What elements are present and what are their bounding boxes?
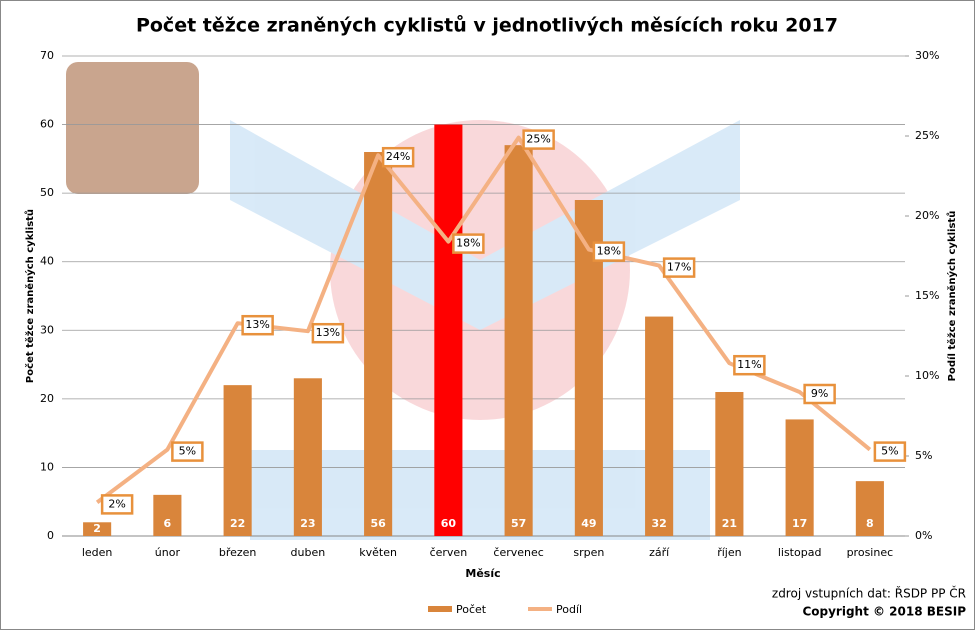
x-tick-label: červen xyxy=(430,546,468,559)
value-label: 13% xyxy=(245,318,269,331)
photo xyxy=(66,62,199,194)
y-tick-label: 30 xyxy=(40,323,54,336)
y2-tick-label: 10% xyxy=(915,369,939,382)
value-label-box xyxy=(662,257,696,278)
copyright: Copyright © 2018 BESIP xyxy=(802,605,966,619)
y-tick-label: 60 xyxy=(40,118,54,131)
value-label-box xyxy=(873,441,907,462)
bar-label: 2 xyxy=(93,522,101,535)
value-label: 2% xyxy=(108,497,125,510)
x-tick-label: leden xyxy=(82,546,113,559)
y2-tick-label: 0% xyxy=(915,529,932,542)
value-label: 11% xyxy=(737,358,761,371)
x-tick-label: listopad xyxy=(778,546,822,559)
bar xyxy=(153,494,182,536)
bar xyxy=(293,378,322,536)
x-tick-label: srpen xyxy=(573,546,604,559)
bar-label: 17 xyxy=(792,517,807,530)
bar xyxy=(223,385,252,536)
bar xyxy=(434,124,463,537)
y-tick-label: 20 xyxy=(40,392,54,405)
x-tick-label: květen xyxy=(359,546,397,559)
y2-tick-label: 25% xyxy=(915,129,939,142)
x-tick-label: září xyxy=(649,546,670,559)
bar xyxy=(83,522,112,536)
value-label-box xyxy=(381,146,415,168)
value-label-box xyxy=(241,314,274,336)
x-axis-label: Měsíc xyxy=(465,567,500,580)
bar-label: 49 xyxy=(581,517,596,530)
value-label-box xyxy=(452,233,485,254)
x-tick-label: únor xyxy=(155,546,181,559)
value-label-box xyxy=(733,354,766,376)
bar-label: 57 xyxy=(511,517,526,530)
value-label: 24% xyxy=(386,150,410,163)
value-label: 5% xyxy=(179,445,196,458)
bar xyxy=(785,419,814,536)
bar-label: 60 xyxy=(441,517,457,530)
y2-tick-label: 20% xyxy=(915,209,939,222)
y2-axis-label: Podíl těžce zraněných cyklistů xyxy=(945,211,958,382)
value-label: 25% xyxy=(526,133,550,146)
value-label: 9% xyxy=(811,387,828,400)
value-label-box xyxy=(592,241,626,262)
bar xyxy=(364,152,393,536)
y2-tick-label: 15% xyxy=(915,289,939,302)
value-label-box xyxy=(100,494,134,515)
value-label: 5% xyxy=(881,445,898,458)
bar-label: 8 xyxy=(866,517,874,530)
y-tick-label: 10 xyxy=(40,460,54,473)
legend-label: Počet xyxy=(456,603,487,616)
y-tick-label: 50 xyxy=(40,186,54,199)
value-label-box xyxy=(522,129,555,150)
bar-label: 56 xyxy=(370,517,386,530)
bar-label: 32 xyxy=(651,517,666,530)
legend-label: Podíl xyxy=(556,603,582,616)
y-tick-label: 0 xyxy=(47,529,54,542)
value-label-box xyxy=(171,441,204,462)
bar-label: 23 xyxy=(300,517,315,530)
source: zdroj vstupních dat: ŘSDP PP ČR xyxy=(772,586,966,601)
bar xyxy=(715,392,744,536)
bar xyxy=(504,145,533,536)
value-label-box xyxy=(803,383,836,405)
y2-tick-label: 5% xyxy=(915,449,932,462)
value-label: 13% xyxy=(316,326,340,339)
x-tick-label: říjen xyxy=(717,546,741,559)
value-label-box xyxy=(311,322,345,344)
x-tick-label: prosinec xyxy=(847,546,894,559)
bar-label: 6 xyxy=(164,517,172,530)
value-label: 18% xyxy=(597,245,621,258)
bar-label: 22 xyxy=(230,517,245,530)
x-tick-label: březen xyxy=(219,546,257,559)
chart-title: Počet těžce zraněných cyklistů v jednotl… xyxy=(136,14,838,37)
bar xyxy=(645,316,674,536)
y-tick-label: 40 xyxy=(40,255,54,268)
x-tick-label: duben xyxy=(291,546,326,559)
value-label: 17% xyxy=(667,261,691,274)
bar-label: 21 xyxy=(722,517,737,530)
legend-swatch xyxy=(428,606,452,612)
y2-tick-label: 30% xyxy=(915,49,939,62)
y-axis-label: Počet těžce zraněných cyklistů xyxy=(23,209,36,383)
y-tick-label: 70 xyxy=(40,49,54,62)
bar xyxy=(855,481,884,536)
value-label: 18% xyxy=(456,237,480,250)
x-tick-label: červenec xyxy=(493,546,543,559)
